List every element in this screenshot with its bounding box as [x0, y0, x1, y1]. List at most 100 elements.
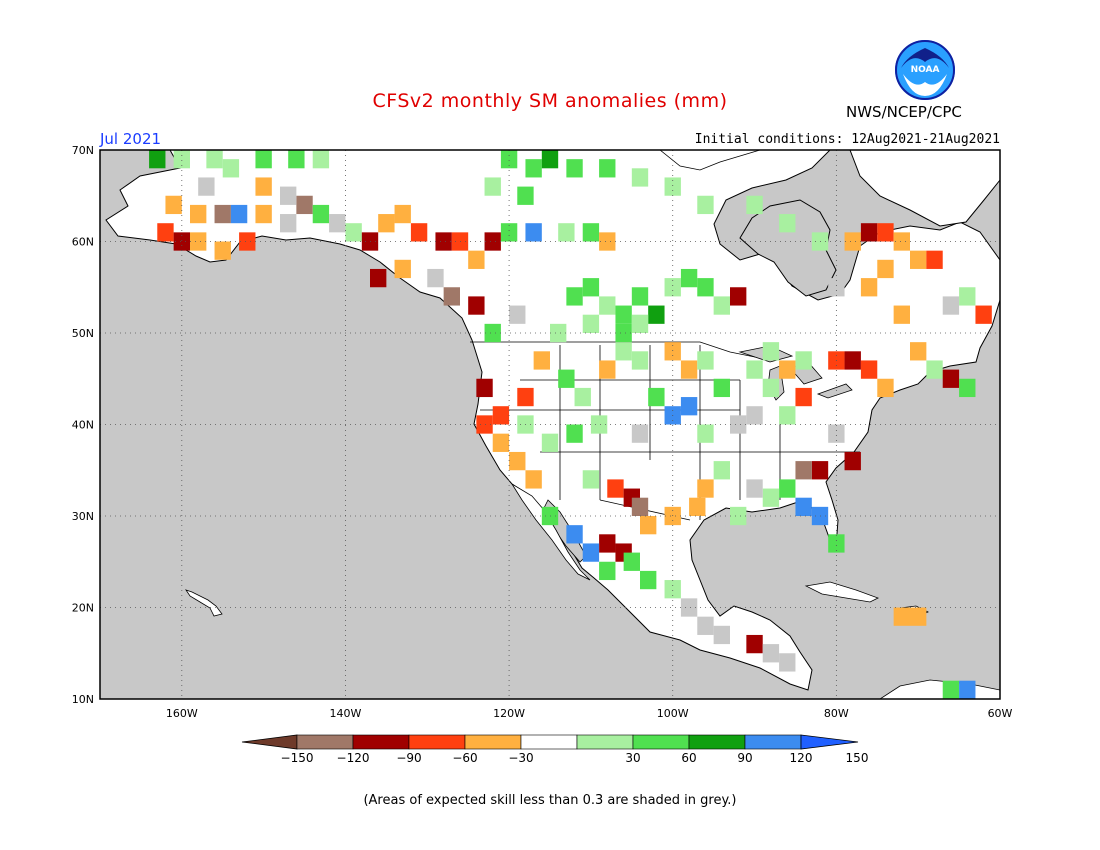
anomaly-cell — [525, 159, 542, 178]
lon-tick-label: 80W — [824, 707, 849, 720]
anomaly-cell — [566, 159, 583, 178]
lat-tick-label: 70N — [72, 144, 94, 157]
anomaly-cell — [844, 232, 861, 251]
anomaly-cell — [631, 424, 649, 443]
colorbar-high-arrow — [800, 734, 859, 750]
lat-tick-label: 40N — [72, 419, 94, 432]
anomaly-cell — [640, 516, 657, 535]
anomaly-cell — [779, 214, 796, 233]
anomaly-cell — [296, 195, 313, 215]
colorbar-bin — [408, 734, 466, 750]
anomaly-cell — [312, 150, 330, 169]
anomaly-cell — [730, 415, 747, 434]
anomaly-cell — [689, 497, 706, 516]
anomaly-cell — [910, 607, 927, 626]
anomaly-cell — [746, 195, 763, 215]
anomaly-cell — [910, 250, 927, 269]
anomaly-cell — [779, 479, 796, 498]
latitude-labels: 10N 20N 30N 40N 50N 60N 70N — [72, 144, 94, 706]
anomaly-cell — [942, 369, 960, 388]
anomaly-cell — [255, 204, 272, 224]
hudson-bay — [739, 199, 837, 297]
colorbar-tick-label: −90 — [396, 751, 421, 765]
anomaly-cell — [484, 232, 501, 251]
anomaly-cell — [492, 433, 510, 452]
anomaly-cell — [484, 177, 501, 196]
anomaly-cell — [280, 186, 297, 205]
anomaly-cell — [173, 150, 190, 169]
anomaly-cell — [288, 150, 305, 169]
anomaly-cell — [239, 232, 256, 251]
lat-tick-label: 30N — [72, 510, 94, 523]
arctic-islands — [659, 150, 761, 171]
anomaly-cell — [640, 570, 657, 590]
anomaly-cell — [926, 250, 943, 269]
anomaly-cell — [713, 296, 730, 315]
colorbar-bin — [352, 734, 410, 750]
lon-tick-label: 100W — [657, 707, 689, 720]
anomaly-cell — [697, 424, 714, 443]
anomaly-cell — [517, 186, 534, 205]
anomaly-cell — [713, 461, 730, 480]
anomaly-cell — [599, 159, 616, 178]
anomaly-cell — [959, 378, 976, 398]
anomaly-cell — [582, 223, 600, 242]
initial-conditions: Initial conditions: 12Aug2021-21Aug2021 — [694, 132, 1000, 147]
anomaly-cell — [697, 479, 714, 498]
lon-tick-label: 140W — [330, 707, 362, 720]
anomaly-cell — [599, 296, 616, 315]
anomaly-cell — [680, 268, 698, 288]
anomaly-cell — [329, 214, 346, 233]
lon-tick-label: 160W — [166, 707, 198, 720]
anomaly-cell — [795, 461, 812, 480]
colorbar-bin — [744, 734, 802, 750]
anomaly-cell — [435, 232, 452, 251]
anomaly-cell — [615, 342, 632, 361]
anomaly-cell — [648, 305, 665, 324]
anomaly-cell — [173, 232, 190, 251]
anomaly-cell — [509, 305, 526, 324]
anomaly-cell — [926, 360, 943, 379]
graticule — [100, 150, 1000, 699]
soil-moisture-map: 160W 140W 120W 100W 80W 60W 10N 20N 30N 40N 50N 60… — [72, 144, 1013, 765]
anomaly-cell — [484, 323, 501, 343]
anomaly-cell — [214, 204, 231, 224]
anomaly-cell — [500, 223, 518, 242]
colorbar-tick-label: −30 — [508, 751, 533, 765]
colorbar-bin — [632, 734, 690, 750]
greenland — [849, 150, 1000, 227]
anomaly-cell — [558, 369, 575, 388]
anomaly-cell — [533, 351, 550, 370]
colorbar-bin — [576, 734, 634, 750]
anomaly-cell — [664, 177, 681, 196]
anomaly-cell — [959, 287, 976, 306]
anomaly-cell — [631, 287, 649, 306]
anomaly-cell — [664, 342, 681, 361]
anomaly-cell — [476, 415, 493, 434]
anomaly-cell — [713, 378, 730, 398]
anomaly-cell — [680, 397, 698, 416]
anomaly-cell — [975, 305, 992, 324]
anomaly-cell — [582, 470, 600, 489]
agency-label: NWS/NCEP/CPC — [846, 103, 962, 121]
anomaly-cell — [214, 241, 231, 260]
anomaly-cell — [730, 287, 747, 306]
anomaly-cell — [623, 552, 640, 571]
lon-tick-label: 120W — [493, 707, 525, 720]
anomaly-cell — [910, 342, 927, 361]
anomaly-cell — [190, 204, 207, 224]
anomaly-cell — [828, 424, 845, 443]
anomaly-cell — [394, 204, 411, 224]
anomaly-cell — [844, 451, 861, 471]
hawaii — [185, 589, 223, 617]
colorbar-tick-label: 120 — [790, 751, 813, 765]
anomaly-cell — [697, 616, 714, 635]
anomaly-cell — [893, 607, 910, 626]
anomaly-cell — [762, 644, 780, 663]
anomaly-cell — [206, 150, 223, 169]
anomaly-cell — [746, 360, 763, 379]
anomaly-cell — [190, 232, 207, 251]
colorbar-tick-label: 150 — [846, 751, 869, 765]
anomaly-cell — [648, 387, 665, 407]
anomaly-cell — [427, 268, 444, 288]
